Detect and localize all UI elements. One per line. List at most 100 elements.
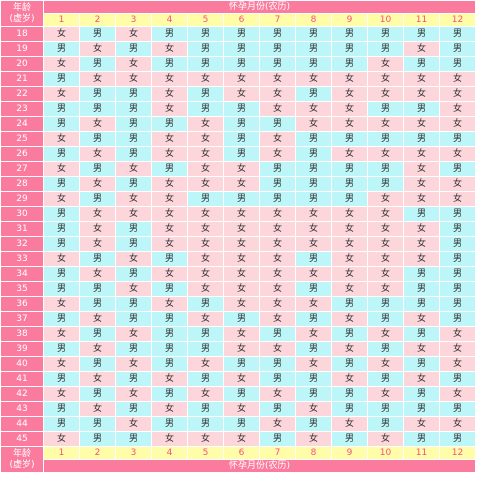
table-row: 34 男女男女女女女女女女男男: [1, 267, 475, 281]
girl-cell: 女: [332, 72, 367, 86]
girl-cell: 女: [260, 297, 295, 311]
girl-cell: 女: [260, 132, 295, 146]
age-cell: 38: [1, 327, 43, 341]
girl-cell: 女: [44, 432, 79, 446]
table-row: 40 女男女男女男男女男女男女: [1, 357, 475, 371]
girl-cell: 女: [80, 207, 115, 221]
girl-cell: 女: [188, 252, 223, 266]
boy-cell: 男: [440, 162, 475, 176]
girl-cell: 女: [152, 102, 187, 116]
table-row: 36 女男男女男女女女男男男男: [1, 297, 475, 311]
boy-cell: 男: [116, 372, 151, 386]
girl-cell: 女: [224, 72, 259, 86]
boy-cell: 男: [224, 417, 259, 431]
top-month-4: 4: [152, 14, 187, 26]
girl-cell: 女: [188, 177, 223, 191]
boy-cell: 男: [260, 27, 295, 41]
girl-cell: 女: [368, 357, 403, 371]
table-row: 28 男女男女女女男男男男女女: [1, 177, 475, 191]
girl-cell: 女: [188, 117, 223, 131]
age-footer-line2: (虚岁): [9, 459, 35, 470]
girl-cell: 女: [152, 207, 187, 221]
table-row: 20 女男女男男男男男男女男男: [1, 57, 475, 71]
girl-cell: 女: [44, 252, 79, 266]
age-label-line2: (虚岁): [9, 13, 35, 24]
boy-cell: 男: [188, 87, 223, 101]
girl-cell: 女: [368, 207, 403, 221]
boy-cell: 男: [404, 402, 439, 416]
boy-cell: 男: [152, 357, 187, 371]
boy-cell: 男: [224, 132, 259, 146]
boy-cell: 男: [260, 57, 295, 71]
girl-cell: 女: [152, 297, 187, 311]
boy-cell: 男: [332, 162, 367, 176]
boy-cell: 男: [332, 327, 367, 341]
boy-cell: 男: [296, 192, 331, 206]
boy-cell: 男: [404, 102, 439, 116]
girl-cell: 女: [332, 417, 367, 431]
table-row: 21 男女女女女女女女女女女女: [1, 72, 475, 86]
boy-cell: 男: [404, 267, 439, 281]
top-month-10: 10: [368, 14, 403, 26]
boy-cell: 男: [188, 192, 223, 206]
girl-cell: 女: [440, 387, 475, 401]
top-month-8: 8: [296, 14, 331, 26]
girl-cell: 女: [224, 327, 259, 341]
girl-cell: 女: [80, 312, 115, 326]
girl-cell: 女: [260, 237, 295, 251]
girl-cell: 女: [332, 312, 367, 326]
boy-cell: 男: [116, 132, 151, 146]
girl-cell: 女: [224, 252, 259, 266]
header-row-top: 年龄 (虚岁) 怀孕月份(农历): [1, 1, 475, 26]
girl-cell: 女: [188, 387, 223, 401]
girl-cell: 女: [116, 282, 151, 296]
girl-cell: 女: [260, 267, 295, 281]
boy-cell: 男: [44, 72, 79, 86]
age-cell: 35: [1, 282, 43, 296]
boy-cell: 男: [44, 417, 79, 431]
boy-cell: 男: [152, 312, 187, 326]
boy-cell: 男: [440, 297, 475, 311]
girl-cell: 女: [152, 372, 187, 386]
girl-cell: 女: [296, 222, 331, 236]
boy-cell: 男: [440, 27, 475, 41]
girl-cell: 女: [332, 237, 367, 251]
table-row: 19 男女男女男男男男男男女男: [1, 42, 475, 56]
boy-cell: 男: [260, 117, 295, 131]
girl-cell: 女: [368, 57, 403, 71]
girl-cell: 女: [224, 87, 259, 101]
boy-cell: 男: [80, 417, 115, 431]
girl-cell: 女: [368, 72, 403, 86]
table-row: 43 男女男女男女男女男男男男: [1, 402, 475, 416]
girl-cell: 女: [80, 117, 115, 131]
boy-cell: 男: [116, 312, 151, 326]
boy-cell: 男: [440, 132, 475, 146]
boy-cell: 男: [188, 27, 223, 41]
girl-cell: 女: [80, 222, 115, 236]
bottom-month-2: 2: [80, 447, 115, 459]
age-column-header: 年龄 (虚岁): [1, 1, 43, 26]
boy-cell: 男: [152, 417, 187, 431]
boy-cell: 男: [80, 432, 115, 446]
girl-cell: 女: [368, 327, 403, 341]
boy-cell: 男: [80, 192, 115, 206]
boy-cell: 男: [80, 132, 115, 146]
girl-cell: 女: [152, 72, 187, 86]
girl-cell: 女: [296, 357, 331, 371]
girl-cell: 女: [152, 267, 187, 281]
boy-cell: 男: [116, 342, 151, 356]
girl-cell: 女: [296, 267, 331, 281]
girl-cell: 女: [116, 27, 151, 41]
girl-cell: 女: [440, 342, 475, 356]
boy-cell: 男: [80, 357, 115, 371]
girl-cell: 女: [368, 87, 403, 101]
boy-cell: 男: [296, 387, 331, 401]
girl-cell: 女: [260, 252, 295, 266]
boy-cell: 男: [440, 42, 475, 56]
boy-cell: 男: [440, 267, 475, 281]
girl-cell: 女: [440, 72, 475, 86]
boy-cell: 男: [224, 102, 259, 116]
girl-cell: 女: [404, 87, 439, 101]
girl-cell: 女: [44, 357, 79, 371]
boy-cell: 男: [224, 357, 259, 371]
